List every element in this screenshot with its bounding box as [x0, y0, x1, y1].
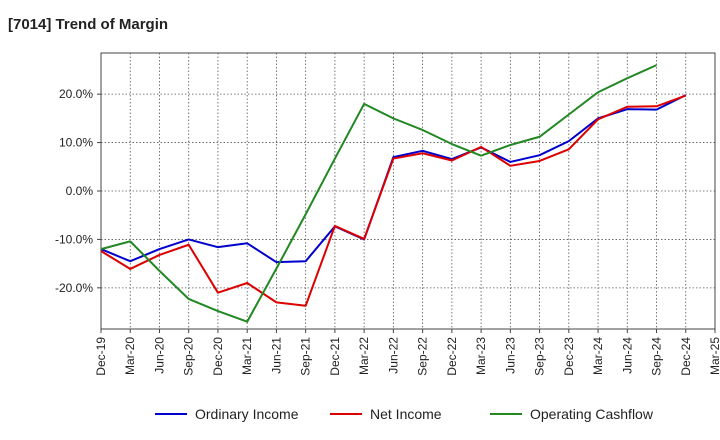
- x-tick-label: Sep-22: [416, 337, 430, 376]
- x-tick-label: Jun-21: [269, 337, 283, 374]
- y-tick-label: 20.0%: [59, 87, 93, 101]
- y-tick-label: -20.0%: [55, 281, 93, 295]
- x-tick-label: Mar-23: [474, 337, 488, 375]
- x-tick-label: Mar-21: [240, 337, 254, 375]
- series-line-3: [100, 64, 657, 323]
- x-tick-label: Jun-20: [152, 337, 166, 374]
- x-tick-label: Mar-25: [708, 337, 720, 375]
- x-tick-label: Dec-23: [562, 337, 576, 376]
- x-tick-label: Mar-20: [123, 337, 137, 375]
- series-line-1: [100, 94, 687, 264]
- legend-label: Ordinary Income: [195, 406, 299, 422]
- axes: -20.0% -10.0% 0.0% 10.0% 20.0% Dec-19 Mar-20 Ju…: [55, 52, 720, 376]
- x-tick-label: Dec-19: [94, 337, 108, 376]
- series-lines: [100, 64, 687, 323]
- legend-label: Operating Cashflow: [530, 406, 654, 422]
- legend-label: Net Income: [370, 406, 442, 422]
- y-tick-label: 0.0%: [66, 184, 94, 198]
- x-tick-label: Jun-23: [503, 337, 517, 374]
- x-tick-label: Mar-24: [591, 337, 605, 375]
- x-tick-label: Sep-24: [650, 337, 664, 376]
- x-tick-label: Jun-22: [386, 337, 400, 374]
- x-tick-label: Jun-24: [620, 337, 634, 374]
- y-tick-label: 10.0%: [59, 136, 93, 150]
- x-tick-label: Dec-24: [679, 337, 693, 376]
- legend: Ordinary Income Net Income Operating Cashf…: [155, 406, 654, 422]
- x-tick-label: Sep-21: [299, 337, 313, 376]
- x-tick-label: Dec-20: [211, 337, 225, 376]
- x-tick-label: Mar-22: [357, 337, 371, 375]
- x-tick-label: Sep-23: [533, 337, 547, 376]
- x-tick-label: Dec-22: [445, 337, 459, 376]
- y-tick-label: -10.0%: [55, 232, 93, 246]
- x-tick-label: Dec-21: [328, 337, 342, 376]
- series-line-2: [100, 94, 687, 307]
- chart-title: [7014] Trend of Margin: [8, 16, 169, 33]
- x-tick-label: Sep-20: [182, 337, 196, 376]
